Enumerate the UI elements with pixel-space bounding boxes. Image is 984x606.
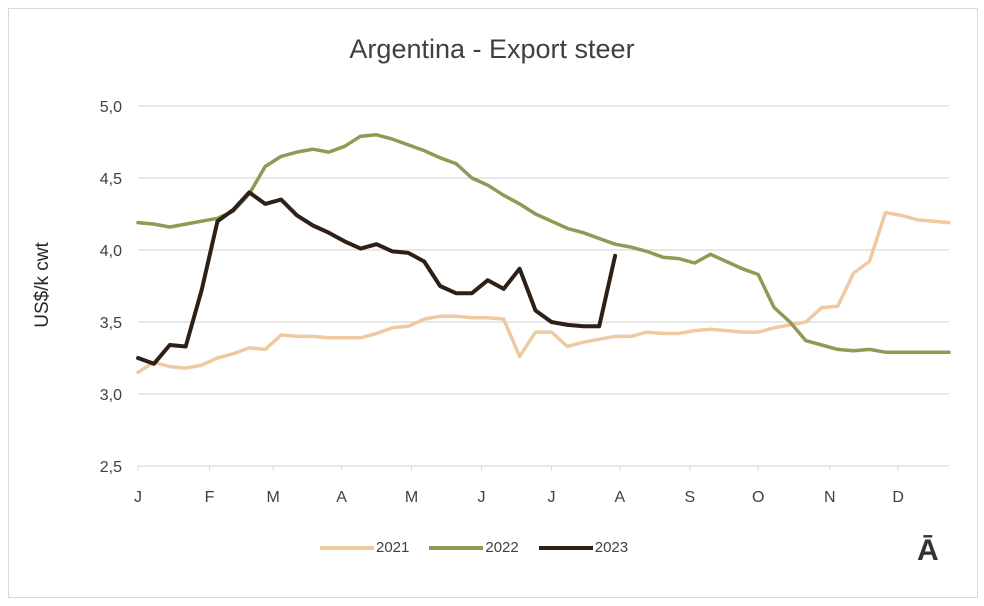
x-tick-label: J: [477, 489, 485, 506]
x-tick-label: J: [547, 489, 555, 506]
legend-swatch-2022: [429, 545, 484, 550]
y-tick-label: 5,0: [100, 99, 122, 116]
x-tick-label: M: [405, 489, 418, 506]
legend-label: 2022: [485, 539, 519, 556]
x-tick-label: A: [336, 489, 347, 506]
legend-item-2022: 2022: [429, 539, 519, 556]
y-tick-label: 3,5: [100, 315, 122, 332]
chart-title: Argentina - Export steer: [349, 34, 635, 64]
legend-label: 2023: [594, 539, 629, 556]
legend-swatch-2023: [538, 545, 593, 550]
x-tick-label: O: [752, 489, 764, 506]
legend-item-2021: 2021: [320, 539, 409, 556]
legend: 2021 2022 2023: [320, 539, 628, 556]
x-tick-label: F: [205, 489, 215, 506]
series-line-2022: [136, 133, 951, 354]
brand-logo: Ā: [917, 534, 939, 567]
x-tick-label: S: [684, 489, 695, 506]
x-tick-label: M: [267, 489, 280, 506]
x-tick-label: N: [824, 489, 836, 506]
x-tick-label: D: [892, 489, 904, 506]
series-line-2021: [136, 210, 951, 375]
y-tick-label: 2,5: [100, 459, 122, 476]
legend-swatch-2021: [320, 545, 374, 550]
y-tick-label: 4,5: [100, 171, 122, 188]
legend-label: 2021: [376, 539, 410, 556]
legend-item-2023: 2023: [538, 539, 629, 556]
y-tick-label: 3,0: [100, 387, 122, 404]
series-line-2023: [136, 190, 618, 366]
x-tick-label: J: [134, 489, 142, 506]
y-tick-label: 4,0: [100, 243, 122, 260]
x-tick-label: A: [614, 489, 625, 506]
